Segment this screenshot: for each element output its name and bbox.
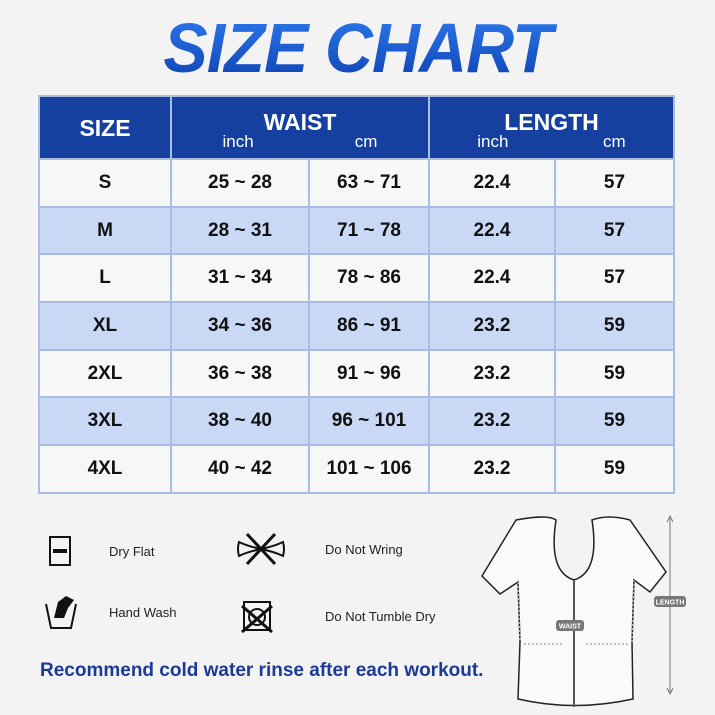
- length-label-badge: [654, 596, 686, 607]
- cell-size: 4XL: [38, 444, 172, 494]
- care-hand-wash: Hand Wash: [44, 594, 176, 630]
- cell-length-cm: 57: [554, 158, 675, 208]
- care-dry-flat: Dry Flat: [48, 535, 155, 567]
- cell-size: S: [38, 158, 172, 208]
- cell-waist-cm: 101 ~ 106: [308, 444, 430, 494]
- cell-length-inch: 22.4: [428, 158, 556, 208]
- cell-size: 3XL: [38, 396, 172, 447]
- cell-waist-inch: 25 ~ 28: [170, 158, 310, 208]
- do-not-wring-icon: [237, 532, 285, 566]
- cell-length-cm: 59: [554, 396, 675, 447]
- care-do-not-tumble-dry: Do Not Tumble Dry: [240, 598, 436, 634]
- header-length: LENGTH inch cm: [428, 95, 675, 160]
- cell-length-cm: 59: [554, 444, 675, 494]
- care-note: Recommend cold water rinse after each wo…: [40, 660, 484, 681]
- page-title: SIZE CHART: [18, 8, 697, 88]
- cell-size: 2XL: [38, 348, 172, 399]
- cell-waist-inch: 31 ~ 34: [170, 253, 310, 304]
- cell-waist-cm: 63 ~ 71: [308, 158, 430, 208]
- table-row: 2XL 36 ~ 38 91 ~ 96 23.2 59: [38, 348, 675, 399]
- garment-diagram: WAIST LENGTH: [481, 514, 686, 707]
- cell-size: L: [38, 253, 172, 304]
- table-row: XL 34 ~ 36 86 ~ 91 23.2 59: [38, 301, 675, 351]
- cell-waist-cm: 78 ~ 86: [308, 253, 430, 304]
- cell-length-inch: 22.4: [428, 253, 556, 304]
- header-size: SIZE: [38, 95, 172, 160]
- cell-length-inch: 22.4: [428, 205, 556, 256]
- cell-length-cm: 57: [554, 205, 675, 256]
- table-row: 4XL 40 ~ 42 101 ~ 106 23.2 59: [38, 444, 675, 494]
- cell-length-inch: 23.2: [428, 444, 556, 494]
- cell-waist-inch: 36 ~ 38: [170, 348, 310, 399]
- dry-flat-icon: [49, 536, 71, 566]
- length-inch-label: inch: [477, 132, 509, 151]
- cell-waist-inch: 34 ~ 36: [170, 301, 310, 351]
- cell-length-cm: 59: [554, 348, 675, 399]
- cell-waist-inch: 40 ~ 42: [170, 444, 310, 494]
- cell-length-inch: 23.2: [428, 348, 556, 399]
- cell-size: XL: [38, 301, 172, 351]
- table-row: 3XL 38 ~ 40 96 ~ 101 23.2 59: [38, 396, 675, 447]
- table-row: S 25 ~ 28 63 ~ 71 22.4 57: [38, 158, 675, 208]
- cell-length-inch: 23.2: [428, 301, 556, 351]
- hand-wash-icon: [45, 596, 77, 629]
- table-row: L 31 ~ 34 78 ~ 86 22.4 57: [38, 253, 675, 304]
- table-row: M 28 ~ 31 71 ~ 78 22.4 57: [38, 205, 675, 256]
- cell-waist-cm: 91 ~ 96: [308, 348, 430, 399]
- care-do-not-wring: Do Not Wring: [235, 532, 403, 566]
- waist-label-badge: [556, 620, 584, 631]
- length-cm-label: cm: [603, 132, 626, 151]
- size-table: SIZE WAIST inch cm LENGTH inch cm S 25 ~ 28 63…: [38, 95, 675, 494]
- svg-text:WAIST: WAIST: [559, 624, 582, 631]
- cell-waist-cm: 71 ~ 78: [308, 205, 430, 256]
- cell-size: M: [38, 205, 172, 256]
- waist-inch-label: inch: [222, 132, 254, 151]
- cell-waist-cm: 96 ~ 101: [308, 396, 430, 447]
- svg-text:LENGTH: LENGTH: [656, 600, 685, 607]
- cell-waist-inch: 38 ~ 40: [170, 396, 310, 447]
- cell-length-cm: 59: [554, 301, 675, 351]
- cell-length-cm: 57: [554, 253, 675, 304]
- header-waist: WAIST inch cm: [170, 95, 430, 160]
- waist-cm-label: cm: [354, 132, 378, 151]
- cell-waist-cm: 86 ~ 91: [308, 301, 430, 351]
- do-not-tumble-dry-icon: [241, 601, 273, 634]
- cell-length-inch: 23.2: [428, 396, 556, 447]
- cell-waist-inch: 28 ~ 31: [170, 205, 310, 256]
